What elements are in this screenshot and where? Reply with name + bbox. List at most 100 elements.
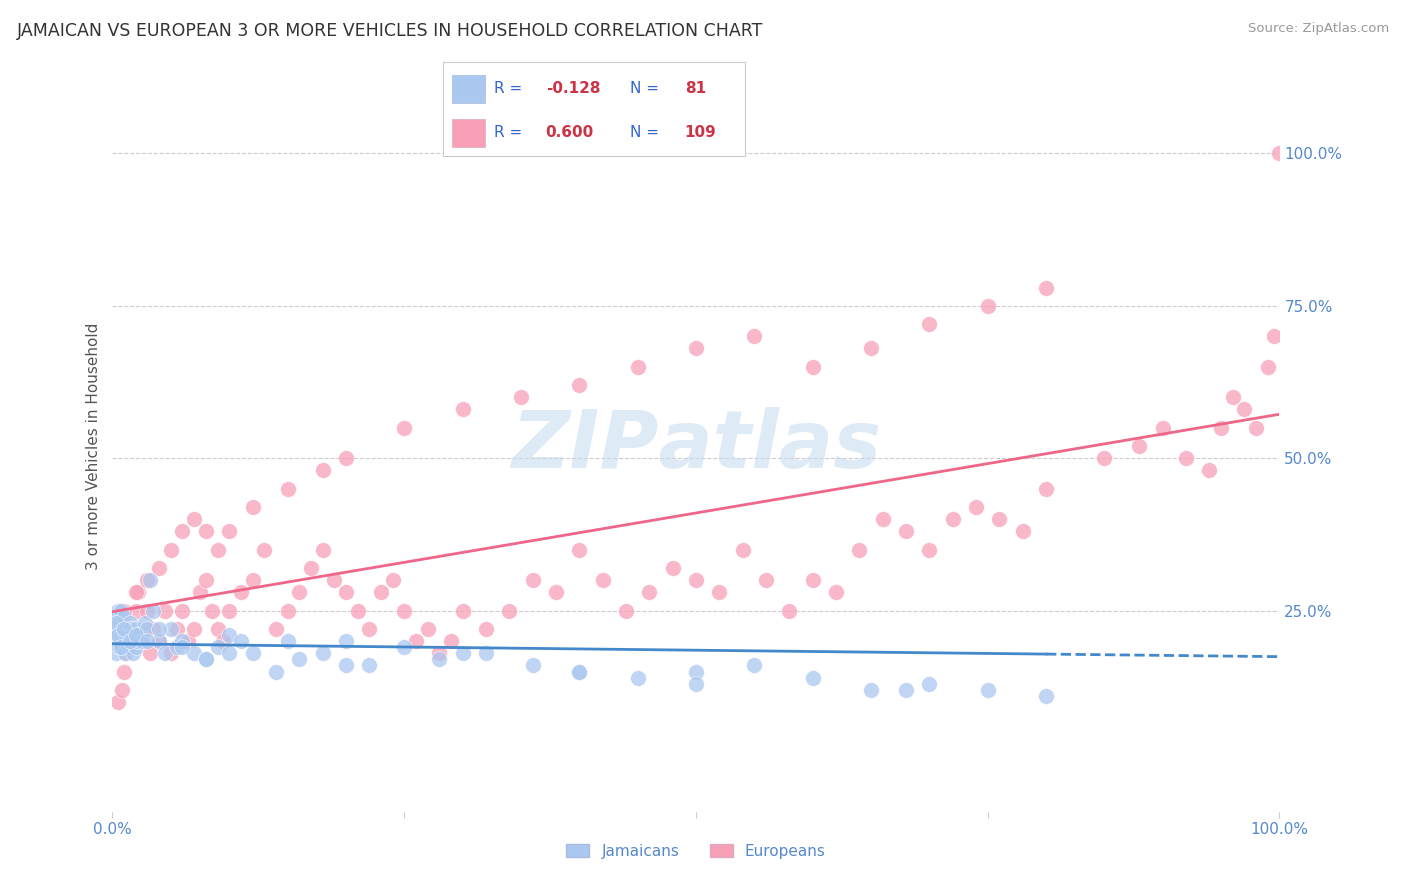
Point	[509, 390, 531, 404]
Point	[194, 652, 217, 666]
Point	[627, 359, 650, 374]
Point	[755, 573, 778, 587]
Point	[183, 622, 205, 636]
Point	[918, 676, 941, 690]
Point	[1211, 421, 1233, 435]
Point	[1175, 451, 1198, 466]
Point	[475, 622, 498, 636]
Point	[801, 671, 824, 685]
Point	[110, 628, 132, 642]
Point	[1035, 280, 1057, 294]
Text: ZIP​atlas: ZIP​atlas	[510, 407, 882, 485]
Point	[568, 665, 591, 679]
Point	[112, 665, 135, 679]
Text: R =: R =	[495, 81, 527, 96]
Point	[218, 524, 240, 539]
Point	[207, 542, 229, 557]
Point	[860, 342, 883, 356]
Point	[394, 421, 416, 435]
Text: N =: N =	[630, 81, 659, 96]
Point	[1152, 421, 1174, 435]
Point	[127, 585, 149, 599]
Text: -0.128: -0.128	[546, 81, 600, 96]
Point	[1198, 463, 1220, 477]
Point	[522, 658, 544, 673]
Point	[359, 658, 381, 673]
Point	[139, 573, 162, 587]
Point	[872, 512, 894, 526]
Point	[218, 628, 240, 642]
Point	[744, 329, 766, 343]
Point	[544, 585, 567, 599]
Point	[522, 573, 544, 587]
Point	[183, 646, 205, 660]
Point	[111, 682, 134, 697]
Point	[108, 615, 131, 630]
Point	[242, 500, 264, 514]
Point	[166, 622, 188, 636]
Point	[440, 634, 463, 648]
Point	[172, 524, 194, 539]
Point	[416, 622, 439, 636]
Point	[115, 634, 138, 648]
Point	[122, 622, 145, 636]
Point	[988, 512, 1011, 526]
Point	[638, 585, 661, 599]
Point	[346, 604, 368, 618]
Point	[253, 542, 276, 557]
Point	[172, 640, 194, 655]
Point	[118, 622, 141, 636]
Point	[111, 622, 134, 636]
Point	[121, 634, 143, 648]
Point	[148, 634, 170, 648]
Point	[142, 604, 165, 618]
Point	[134, 622, 156, 636]
Point	[148, 561, 170, 575]
Point	[207, 622, 229, 636]
Point	[136, 634, 159, 648]
Point	[112, 622, 135, 636]
Point	[110, 640, 132, 655]
Point	[1244, 421, 1267, 435]
Point	[685, 573, 707, 587]
Point	[744, 658, 766, 673]
Point	[114, 646, 136, 660]
Point	[498, 604, 520, 618]
Point	[104, 615, 127, 630]
Point	[568, 542, 591, 557]
Point	[1035, 689, 1057, 703]
Point	[311, 542, 333, 557]
Point	[1035, 482, 1057, 496]
Point	[661, 561, 683, 575]
Point	[201, 604, 224, 618]
Point	[427, 652, 450, 666]
Point	[120, 628, 142, 642]
Point	[136, 622, 159, 636]
Point	[942, 512, 965, 526]
Point	[276, 604, 298, 618]
Point	[160, 622, 183, 636]
Point	[335, 658, 357, 673]
Point	[218, 646, 240, 660]
Point	[918, 317, 941, 331]
Point	[112, 634, 135, 648]
Point	[264, 622, 287, 636]
Point	[685, 676, 707, 690]
Text: 0.600: 0.600	[546, 125, 593, 140]
Point	[177, 634, 200, 648]
Point	[1257, 359, 1279, 374]
Point	[427, 646, 450, 660]
Point	[242, 573, 264, 587]
Point	[451, 646, 474, 660]
Point	[125, 604, 148, 618]
Point	[153, 604, 176, 618]
Point	[125, 585, 148, 599]
Point	[207, 640, 229, 655]
FancyBboxPatch shape	[451, 75, 485, 103]
Point	[381, 573, 404, 587]
Point	[160, 646, 183, 660]
Point	[976, 299, 998, 313]
Point	[1094, 451, 1116, 466]
Point	[451, 604, 474, 618]
Point	[801, 573, 824, 587]
